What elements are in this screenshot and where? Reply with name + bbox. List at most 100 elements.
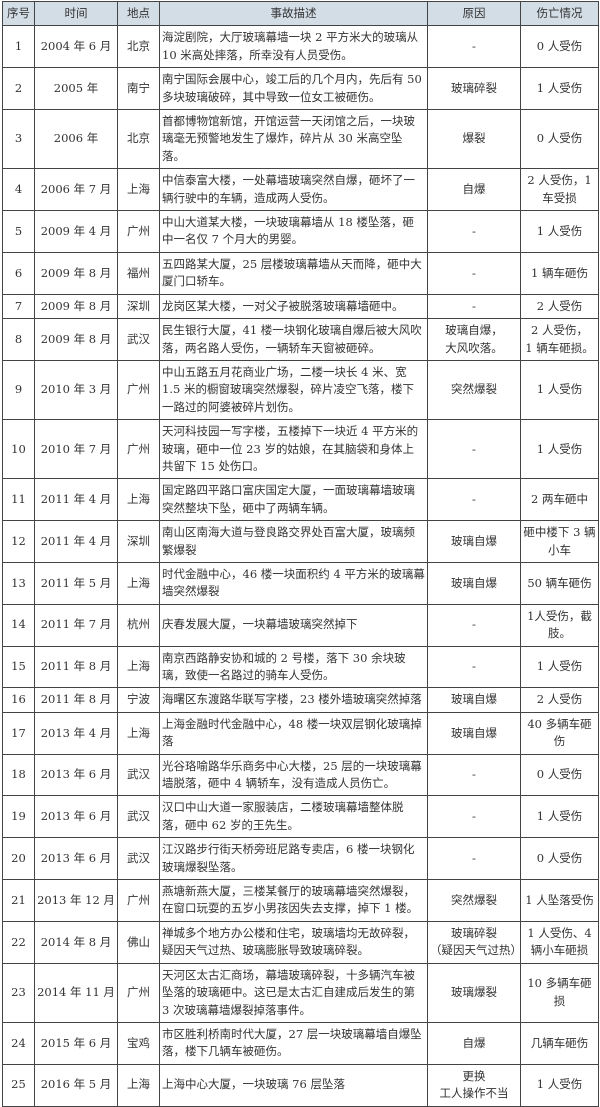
cell-no: 25 [2,1063,35,1107]
table-row: 19 2013 年 6 月武汉 汉口中山大道一家服装店，二楼玻璃幕墙整体脱落，砸中 … [2,795,599,839]
cell-casualties: 0 人受伤 [520,753,599,797]
table-row: 2 2005 年南宁 南宁国际会展中心，竣工后的几个月内，先后有 50 多块玻璃破碎… [2,67,599,111]
cell-place: 福州 [117,251,160,295]
cell-cause: 爆裂 [427,109,521,170]
cell-cause: 玻璃自爆 [427,711,521,755]
cell-cause: 玻璃自爆， 大风吹落。 [427,318,521,361]
cell-place: 深圳 [117,520,160,563]
cell-no: 21 [2,879,35,922]
cell-no: 13 [2,561,35,605]
cell-no: 1 [2,25,35,69]
cell-no: 18 [2,753,35,797]
cell-no: 7 [2,293,35,320]
cell-cause: - [427,25,521,69]
cell-time: 2011 年 4 月 [34,520,118,563]
cell-cause: 玻璃爆裂 [427,962,521,1023]
table-row: 13 2011 年 5 月上海 时代金融中心，46 楼一块面积约 4 平方米的玻璃幕… [2,561,599,605]
cell-no: 15 [2,645,35,689]
cell-casualties: 40 多辆车砸伤 [520,711,599,755]
cell-casualties: 1 人受伤 [520,67,599,111]
cell-time: 2010 年 7 月 [34,419,118,480]
cell-description: 首都博物馆新馆，开馆运营一天闭馆之后，一块玻璃毫无预警地发生了爆炸，碎片从 30… [159,109,428,170]
header-description: 事故描述 [159,0,428,27]
table-row: 18 2013 年 6 月武汉 光谷珞喻路华乐商务中心大楼，25 层的一块玻璃幕墙脱… [2,753,599,797]
cell-cause: 自爆 [427,168,521,212]
cell-place: 上海 [117,711,160,755]
table-row: 10 2010 年 7 月广州 天河科技园一写字楼，五楼掉下一块近 4 平方米的玻璃… [2,419,599,480]
table-row: 9 2010 年 3 月广州 中山五路五月花商业广场，二楼一块长 4 米、宽 1.5… [2,359,599,421]
cell-description: 海淀剧院，大厅玻璃幕墙一块 2 平方米大的玻璃从 10 米高处摔落，所幸没有人员… [159,25,428,69]
cell-time: 2009 年 4 月 [34,210,118,253]
cell-cause: - [427,478,521,522]
cell-casualties: 10 多辆车砸损 [520,962,599,1023]
table-row: 25 2016 年 5 月上海 上海中心大厦，一块玻璃 76 层坠落 更换 工人操作不… [2,1063,599,1107]
cell-description: 天河科技园一写字楼，五楼掉下一块近 4 平方米的玻璃，砸中一位 23 岁的姑娘，… [159,419,428,480]
header-time: 时间 [34,0,118,27]
cell-no: 19 [2,795,35,839]
cell-place: 宁波 [117,687,160,713]
cell-no: 20 [2,837,35,881]
table-row: 16 2011 年 8 月宁波 海曙区东渡路华联写字楼，23 楼外墙玻璃突然掉落 玻璃… [2,687,599,713]
cell-place: 上海 [117,1063,160,1107]
cell-time: 2011 年 5 月 [34,561,118,605]
cell-no: 10 [2,419,35,480]
cell-cause: - [427,753,521,797]
cell-place: 上海 [117,168,160,212]
cell-cause: - [427,293,521,320]
cell-no: 4 [2,168,35,212]
cell-casualties: 2 人受伤 [520,293,599,320]
cell-description: 汉口中山大道一家服装店，二楼玻璃幕墙整体脱落，砸中 62 岁的王先生。 [159,795,428,839]
cell-description: 市区胜利桥南时代大厦，27 层一块玻璃幕墙自爆坠落，楼下几辆车被砸伤。 [159,1021,428,1065]
cell-description: 上海中心大厦，一块玻璃 76 层坠落 [159,1063,428,1107]
table-row: 12 2011 年 4 月深圳 南山区南海大道与登良路交界处百富大厦，玻璃频繁爆裂玻… [2,520,599,563]
cell-casualties: 50 辆车砸伤 [520,561,599,605]
header-cause: 原因 [427,0,521,27]
cell-place: 广州 [117,879,160,922]
cell-description: 龙岗区某大楼，一对父子被脱落玻璃幕墙砸中。 [159,293,428,320]
cell-place: 广州 [117,359,160,421]
table-row: 20 2013 年 6 月武汉 江汉路步行街天桥旁班尼路专卖店，6 楼一块钢化玻璃爆… [2,837,599,881]
cell-place: 广州 [117,210,160,253]
cell-time: 2009 年 8 月 [34,251,118,295]
cell-no: 8 [2,318,35,361]
cell-cause: 突然爆裂 [427,359,521,421]
table-row: 21 2013 年 12 月广州 燕塘新燕大厦，三楼某餐厅的玻璃幕墙突然爆裂，在窗口… [2,879,599,922]
cell-place: 武汉 [117,795,160,839]
table-row: 14 2011 年 7 月杭州 庆春发展大厦，一块幕墙玻璃突然掉下 -1人受伤，截肢。 [2,603,599,647]
cell-description: 中山大道某大楼，一块玻璃幕墙从 18 楼坠落，砸中一名仅 7 个月大的男婴。 [159,210,428,253]
cell-description: 民生银行大厦，41 楼一块钢化玻璃自爆后被大风吹落，两名路人受伤，一辆轿车天窗被… [159,318,428,361]
cell-description: 南京西路静安协和城的 2 号楼，落下 30 余块玻璃，致使一名路过的骑车人受伤。 [159,645,428,689]
cell-no: 9 [2,359,35,421]
cell-no: 17 [2,711,35,755]
cell-cause: 自爆 [427,1021,521,1065]
table-row: 24 2015 年 6 月宝鸡 市区胜利桥南时代大厦，27 层一块玻璃幕墙自爆坠落，… [2,1021,599,1065]
cell-description: 天河区太古汇商场，幕墙玻璃碎裂，十多辆汽车被坠落的玻璃砸中。这已是太古汇自建成后… [159,962,428,1023]
cell-description: 禅城多个地方办公楼和住宅，玻璃墙均无故碎裂，疑因天气过热、玻璃膨胀导致玻璃碎裂。 [159,920,428,964]
cell-cause: 玻璃自爆 [427,561,521,605]
cell-place: 北京 [117,25,160,69]
cell-description: 中山五路五月花商业广场，二楼一块长 4 米、宽 1.5 米的橱窗玻璃突然爆裂，碎… [159,359,428,421]
header-no: 序号 [2,0,35,27]
cell-place: 上海 [117,478,160,522]
cell-place: 佛山 [117,920,160,964]
cell-time: 2013 年 6 月 [34,795,118,839]
cell-time: 2006 年 [34,109,118,170]
cell-cause: - [427,419,521,480]
table-row: 22 2014 年 8 月佛山 禅城多个地方办公楼和住宅，玻璃墙均无故碎裂，疑因天气… [2,920,599,964]
cell-casualties: 0 人受伤 [520,109,599,170]
cell-casualties: 1 人受伤 [520,1063,599,1107]
cell-place: 杭州 [117,603,160,647]
cell-cause: - [427,251,521,295]
cell-time: 2009 年 8 月 [34,318,118,361]
cell-cause: 玻璃碎裂 （疑因天气过热） [427,920,522,964]
cell-no: 22 [2,920,35,964]
cell-description: 江汉路步行街天桥旁班尼路专卖店，6 楼一块钢化玻璃爆裂坠落。 [159,837,428,881]
cell-place: 广州 [117,419,160,480]
cell-casualties: 2 人受伤，1 车受损 [520,168,599,212]
cell-time: 2016 年 5 月 [34,1063,118,1107]
table-row: 3 2006 年北京 首都博物馆新馆，开馆运营一天闭馆之后，一块玻璃毫无预警地发生了… [2,109,599,170]
cell-no: 23 [2,962,35,1023]
cell-casualties: 1 辆车砸伤 [520,251,599,295]
cell-description: 南宁国际会展中心，竣工后的几个月内，先后有 50 多块玻璃破碎，其中导致一位女工… [159,67,428,111]
